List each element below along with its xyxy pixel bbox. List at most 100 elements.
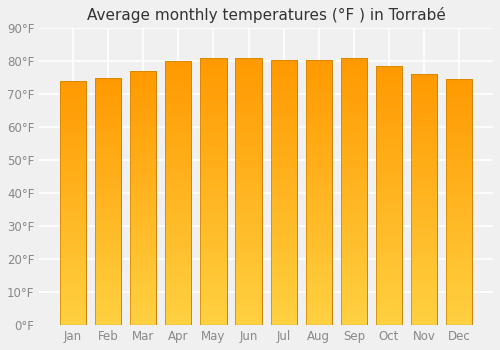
Bar [165, 193, 192, 198]
Bar [411, 112, 438, 116]
Bar [376, 290, 402, 295]
Bar [165, 246, 192, 250]
Bar [376, 79, 402, 84]
Bar [411, 191, 438, 196]
Bar [376, 286, 402, 290]
Bar [376, 66, 402, 325]
Bar [236, 93, 262, 98]
Bar [446, 251, 472, 256]
Bar [340, 116, 367, 120]
Bar [95, 189, 122, 193]
Bar [306, 232, 332, 237]
Bar [165, 241, 192, 246]
Bar [411, 304, 438, 308]
Bar [376, 97, 402, 101]
Bar [270, 281, 297, 285]
Bar [165, 237, 192, 241]
Bar [306, 166, 332, 170]
Bar [165, 312, 192, 316]
Bar [446, 190, 472, 194]
Bar [411, 254, 438, 258]
Bar [446, 186, 472, 190]
Bar [60, 232, 86, 236]
Bar [236, 103, 262, 107]
Bar [130, 228, 156, 232]
Bar [376, 153, 402, 157]
Bar [60, 142, 86, 146]
Bar [200, 316, 226, 321]
Bar [376, 140, 402, 144]
Bar [95, 251, 122, 255]
Bar [236, 209, 262, 214]
Bar [60, 187, 86, 191]
Bar [95, 226, 122, 230]
Bar [270, 157, 297, 161]
Bar [340, 289, 367, 294]
Bar [306, 153, 332, 157]
Bar [270, 321, 297, 325]
Bar [270, 86, 297, 91]
Bar [270, 82, 297, 86]
Bar [130, 211, 156, 215]
Bar [411, 183, 438, 187]
Bar [60, 97, 86, 102]
Bar [306, 82, 332, 86]
Bar [411, 104, 438, 108]
Bar [446, 301, 472, 305]
Bar [270, 153, 297, 157]
Bar [60, 211, 86, 215]
Bar [200, 152, 226, 156]
Bar [200, 272, 226, 276]
Bar [446, 313, 472, 317]
Bar [340, 120, 367, 125]
Bar [411, 158, 438, 162]
Title: Average monthly temperatures (°F ) in Torrabé: Average monthly temperatures (°F ) in To… [86, 7, 446, 23]
Bar [270, 126, 297, 131]
Bar [411, 208, 438, 212]
Bar [95, 280, 122, 284]
Bar [200, 58, 226, 325]
Bar [200, 62, 226, 67]
Bar [270, 276, 297, 281]
Bar [340, 303, 367, 307]
Bar [376, 278, 402, 282]
Bar [446, 276, 472, 280]
Bar [60, 195, 86, 199]
Bar [376, 191, 402, 196]
Bar [340, 103, 367, 107]
Bar [130, 109, 156, 113]
Bar [446, 108, 472, 112]
Bar [130, 75, 156, 80]
Bar [306, 193, 332, 197]
Bar [411, 75, 438, 79]
Bar [130, 240, 156, 245]
Bar [236, 312, 262, 316]
Bar [376, 209, 402, 213]
Bar [340, 294, 367, 299]
Bar [60, 293, 86, 297]
Bar [411, 91, 438, 95]
Bar [270, 263, 297, 268]
Bar [236, 58, 262, 325]
Bar [340, 201, 367, 205]
Bar [236, 58, 262, 62]
Bar [306, 99, 332, 104]
Bar [376, 312, 402, 316]
Bar [270, 179, 297, 183]
Bar [200, 58, 226, 325]
Bar [376, 308, 402, 312]
Bar [200, 285, 226, 289]
Bar [306, 179, 332, 183]
Bar [340, 169, 367, 174]
Bar [130, 194, 156, 198]
Bar [165, 61, 192, 325]
Bar [411, 233, 438, 237]
Bar [165, 233, 192, 237]
Bar [236, 254, 262, 258]
Bar [340, 165, 367, 169]
Bar [411, 212, 438, 217]
Bar [446, 268, 472, 272]
Bar [411, 313, 438, 317]
Bar [376, 234, 402, 239]
Bar [376, 273, 402, 278]
